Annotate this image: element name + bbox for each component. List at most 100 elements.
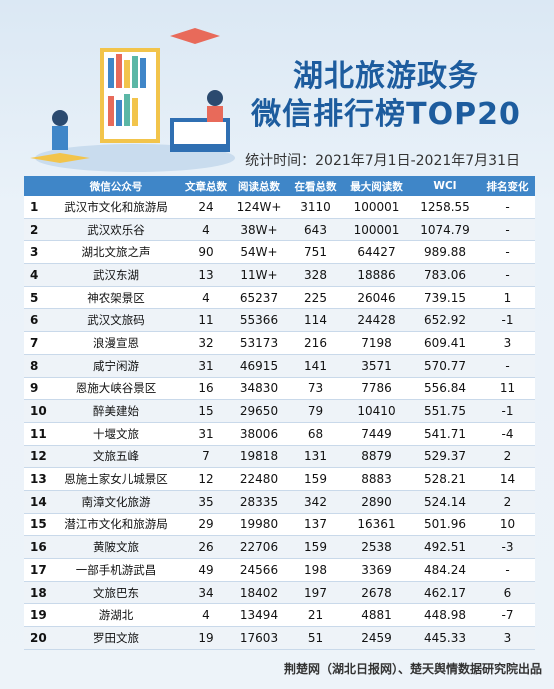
cell-rank-change: 3 (480, 331, 535, 355)
cell-rank-change: - (480, 196, 535, 219)
cell-reads: 19980 (230, 513, 288, 537)
table-row: 11 十堰文旅 31 38006 68 7449 541.71 -4 (24, 422, 535, 446)
cell-articles: 26 (182, 535, 230, 559)
cell-wci: 448.98 (410, 603, 480, 628)
header-wci: WCI (410, 176, 480, 196)
table-row: 14 南漳文化旅游 35 28335 342 2890 524.14 2 (24, 490, 535, 514)
cell-account: 武汉东湖 (50, 263, 182, 287)
cell-reads: 29650 (230, 399, 288, 423)
cell-wci: 541.71 (410, 422, 480, 446)
table-row: 13 恩施土家女儿城景区 12 22480 159 8883 528.21 14 (24, 467, 535, 491)
header-likes: 在看总数 (288, 176, 343, 196)
header-reads: 阅读总数 (230, 176, 288, 196)
cell-articles: 19 (182, 626, 230, 650)
cell-likes: 73 (288, 377, 343, 401)
cell-reads: 55366 (230, 308, 288, 333)
cell-reads: 34830 (230, 377, 288, 401)
cell-wci: 556.84 (410, 377, 480, 401)
header-max-reads: 最大阅读数 (343, 176, 410, 196)
cell-rank: 2 (24, 218, 50, 242)
cell-rank: 16 (24, 535, 50, 559)
cell-rank: 13 (24, 467, 50, 491)
cell-articles: 49 (182, 558, 230, 582)
cell-reads: 19818 (230, 445, 288, 469)
cell-articles: 31 (182, 354, 230, 378)
cell-rank: 8 (24, 354, 50, 378)
cell-articles: 7 (182, 445, 230, 469)
cell-account: 文旅五峰 (50, 445, 182, 469)
table-row: 3 湖北文旅之声 90 54W+ 751 64427 989.88- (24, 240, 535, 265)
cell-max-reads: 7198 (343, 331, 410, 355)
cell-rank: 19 (24, 603, 50, 628)
cell-max-reads: 100001 (343, 196, 410, 219)
cell-max-reads: 18886 (343, 263, 410, 287)
cell-wci: 524.14 (410, 490, 480, 514)
table-row: 17 一部手机游武昌 49 24566 198 3369 484.24- (24, 558, 535, 582)
cell-reads: 22706 (230, 535, 288, 559)
table-row: 18 文旅巴东 34 18402 197 2678 462.17 6 (24, 581, 535, 605)
cell-wci: 528.21 (410, 467, 480, 491)
cell-articles: 15 (182, 399, 230, 423)
cell-rank-change: 11 (480, 377, 535, 401)
cell-reads: 38W+ (230, 218, 288, 242)
table-row: 5 神农架景区 4 65237 225 26046 739.15 1 (24, 286, 535, 310)
cell-rank: 10 (24, 399, 50, 423)
cell-max-reads: 26046 (343, 286, 410, 310)
cell-likes: 159 (288, 467, 343, 491)
cell-rank-change: -4 (480, 422, 535, 446)
cell-likes: 198 (288, 558, 343, 582)
page-title: 湖北旅游政务 微信排行榜TOP20 (251, 59, 521, 132)
header-articles: 文章总数 (182, 176, 230, 196)
cell-wci: 652.92 (410, 308, 480, 333)
cell-likes: 141 (288, 354, 343, 378)
table-row: 15 潜江市文化和旅游局 29 19980 137 16361 501.96 10 (24, 513, 535, 537)
cell-articles: 32 (182, 331, 230, 355)
cell-rank: 17 (24, 558, 50, 582)
cell-rank-change: 3 (480, 626, 535, 650)
cell-account: 武汉文旅码 (50, 308, 182, 333)
cell-rank: 15 (24, 513, 50, 537)
cell-max-reads: 2678 (343, 581, 410, 605)
cell-reads: 28335 (230, 490, 288, 514)
cell-rank: 18 (24, 581, 50, 605)
cell-reads: 54W+ (230, 240, 288, 265)
cell-account: 潜江市文化和旅游局 (50, 513, 182, 537)
cell-account: 咸宁闲游 (50, 354, 182, 378)
cell-wci: 783.06 (410, 263, 480, 287)
cell-rank: 7 (24, 331, 50, 355)
cell-articles: 16 (182, 377, 230, 401)
cell-rank-change: -1 (480, 308, 535, 333)
cell-articles: 13 (182, 263, 230, 287)
cell-likes: 114 (288, 308, 343, 333)
cell-wci: 1074.79 (410, 218, 480, 242)
statistics-period: 统计时间：2021年7月1日-2021年7月31日 (245, 153, 520, 169)
cell-account: 恩施土家女儿城景区 (50, 467, 182, 491)
cell-wci: 1258.55 (410, 196, 480, 219)
cell-account: 湖北文旅之声 (50, 240, 182, 265)
cell-wci: 989.88 (410, 240, 480, 265)
cell-articles: 11 (182, 308, 230, 333)
cell-wci: 609.41 (410, 331, 480, 355)
cell-likes: 159 (288, 535, 343, 559)
cell-likes: 68 (288, 422, 343, 446)
cell-wci: 445.33 (410, 626, 480, 650)
table-row: 2 武汉欢乐谷 4 38W+ 643 100001 1074.79- (24, 218, 535, 242)
cell-max-reads: 16361 (343, 513, 410, 537)
cell-likes: 342 (288, 490, 343, 514)
cell-articles: 90 (182, 240, 230, 265)
cell-likes: 3110 (288, 196, 343, 219)
table-row: 4 武汉东湖 13 11W+ 328 18886 783.06- (24, 263, 535, 287)
table-row: 16 黄陂文旅 26 22706 159 2538 492.51 -3 (24, 535, 535, 559)
cell-max-reads: 8883 (343, 467, 410, 491)
cell-rank: 6 (24, 308, 50, 333)
cell-reads: 13494 (230, 603, 288, 628)
cell-likes: 328 (288, 263, 343, 287)
cell-account: 醉美建始 (50, 399, 182, 423)
cell-likes: 751 (288, 240, 343, 265)
table-row: 1 武汉市文化和旅游局 24 124W+ 3110 100001 1258.55- (24, 196, 535, 219)
cell-rank-change: - (480, 263, 535, 287)
cell-rank-change: 2 (480, 490, 535, 514)
cell-max-reads: 7449 (343, 422, 410, 446)
cell-account: 恩施大峡谷景区 (50, 377, 182, 401)
